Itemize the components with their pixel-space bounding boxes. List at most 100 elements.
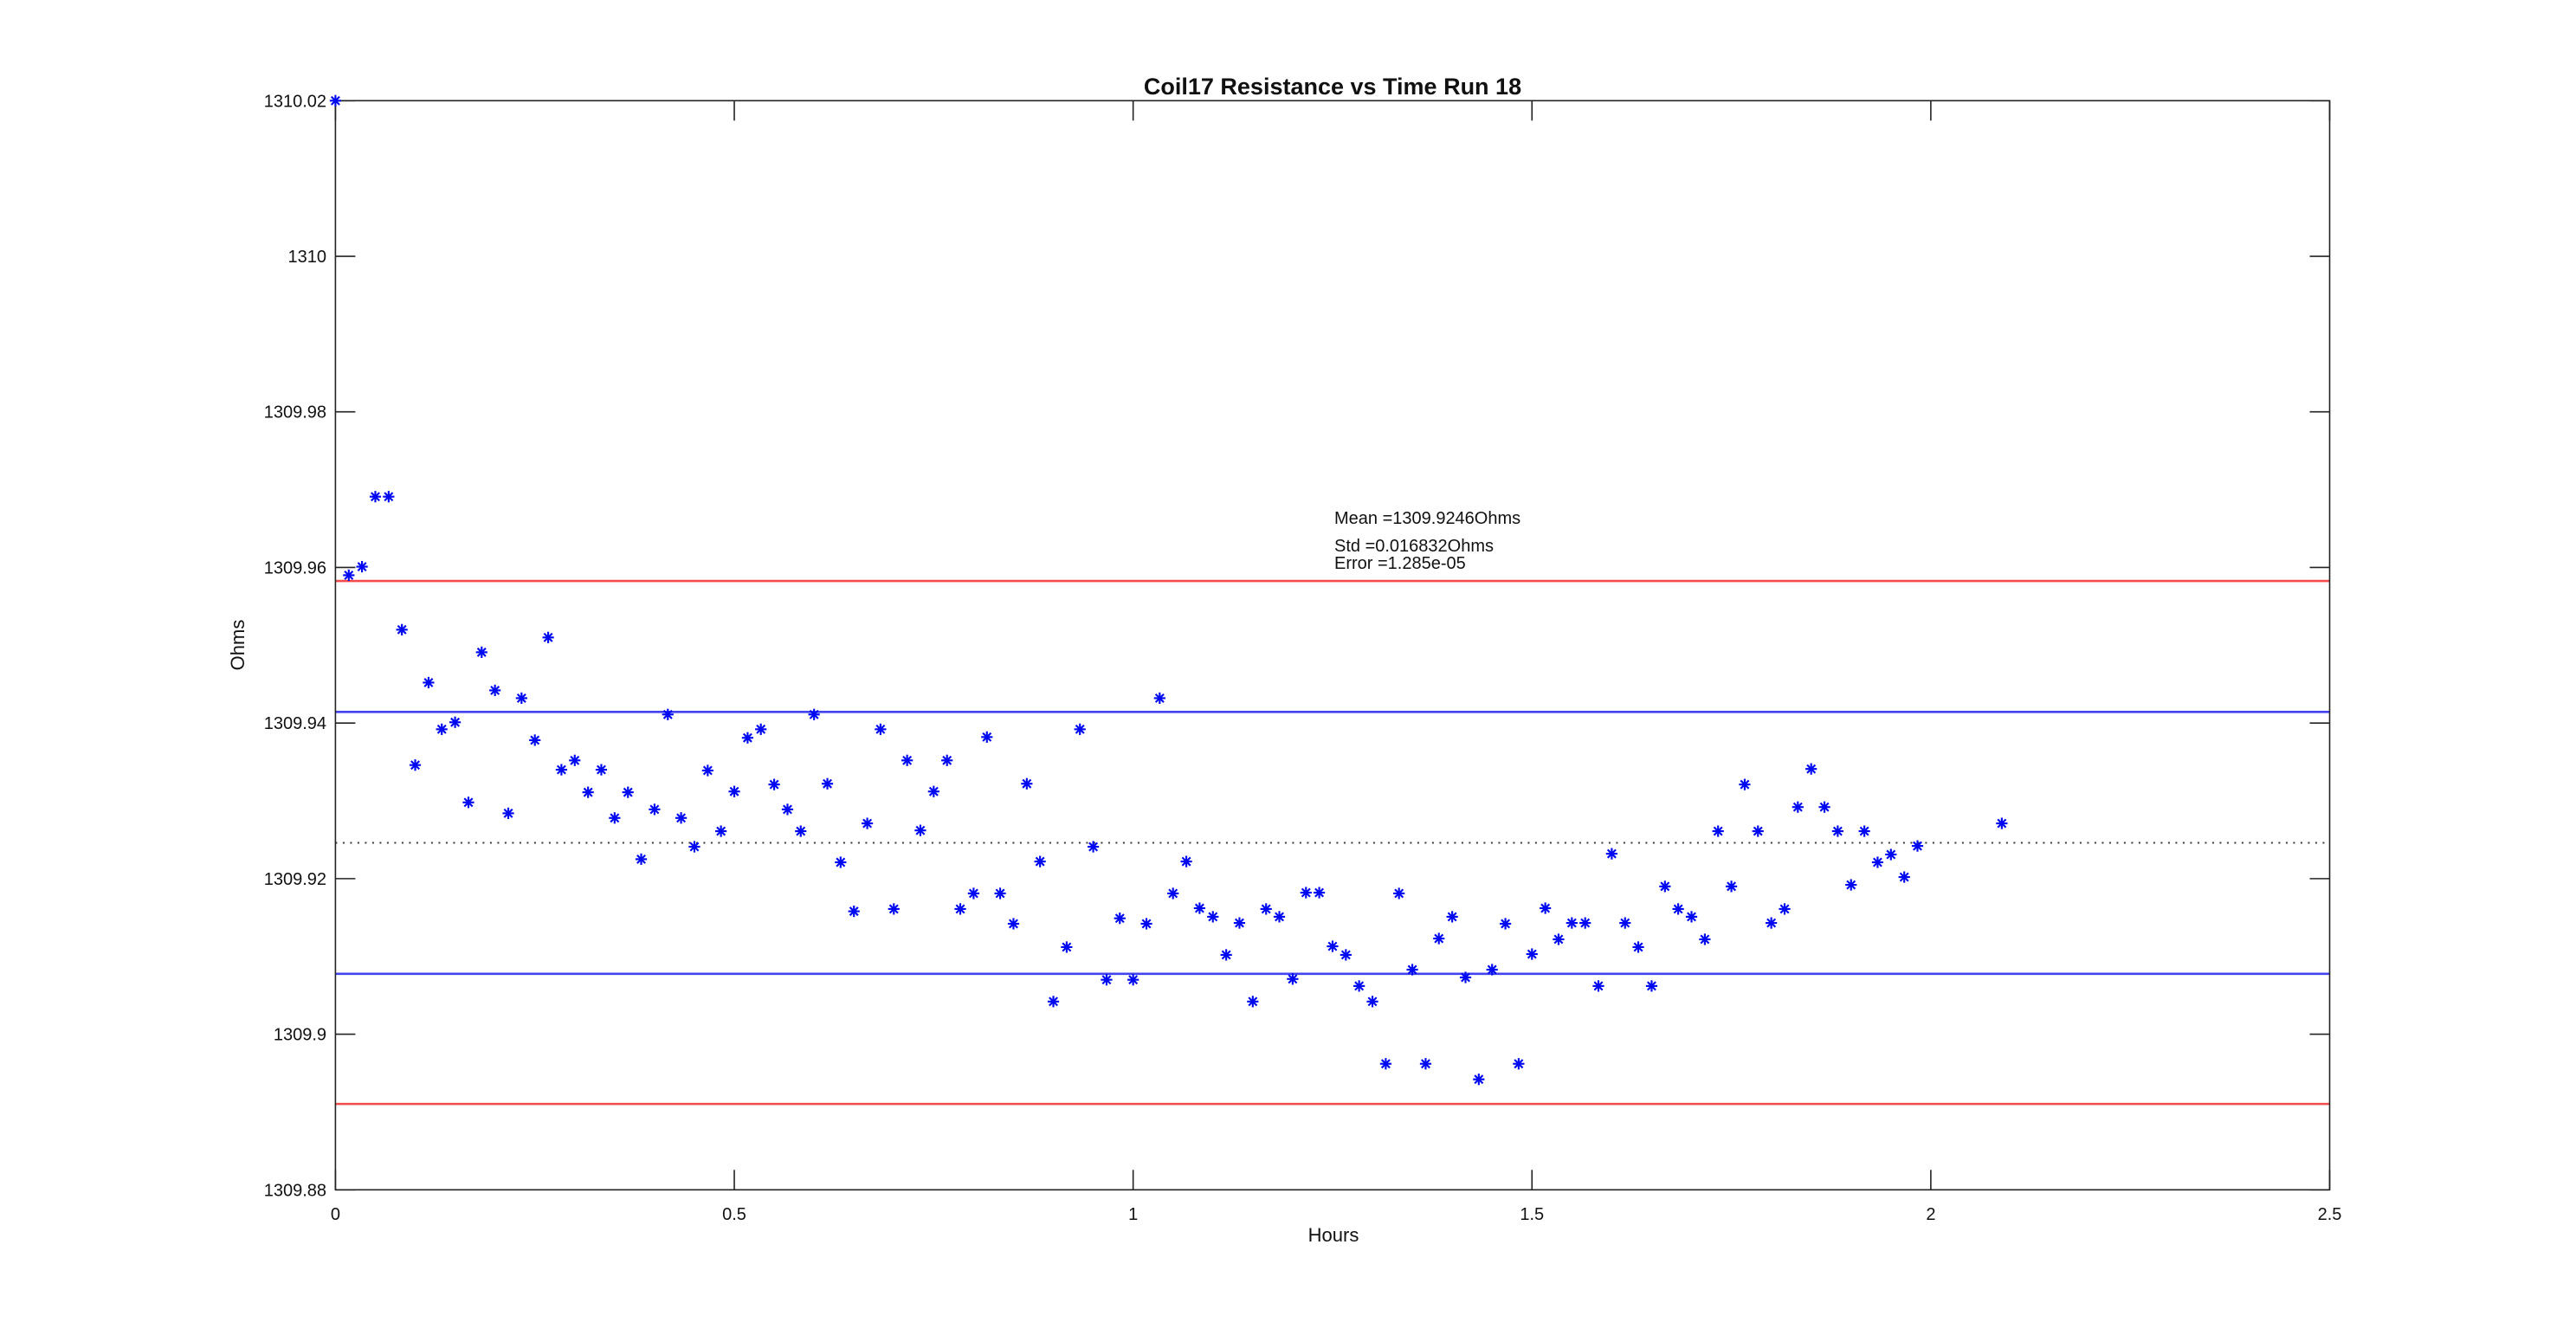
data-point-marker [888, 903, 900, 915]
marker-arm [1727, 881, 1737, 892]
marker-arm [1872, 857, 1882, 867]
marker-arm [610, 813, 620, 823]
x-tick-label: 1.5 [1520, 1205, 1544, 1224]
marker-arm [1487, 964, 1497, 975]
marker-arm [1819, 802, 1830, 812]
data-point-marker [795, 825, 807, 837]
marker-arm [1792, 802, 1803, 812]
marker-arm [888, 904, 899, 914]
data-point-marker [1818, 801, 1830, 813]
marker-arm [1593, 981, 1604, 991]
marker-arm [1540, 903, 1551, 913]
marker-arm [436, 724, 447, 734]
marker-arm [1049, 996, 1058, 1007]
marker-arm [1913, 841, 1922, 851]
data-point-marker [449, 716, 462, 728]
data-point-marker [1260, 903, 1272, 915]
marker-arm [490, 685, 500, 695]
x-tick-label: 2 [1926, 1205, 1935, 1224]
marker-arm [742, 732, 752, 743]
data-point-marker [1207, 911, 1219, 923]
data-point-marker [622, 786, 634, 798]
y-tick-label: 1309.98 [264, 403, 326, 422]
marker-arm [1154, 693, 1165, 703]
data-point-marker [356, 560, 368, 573]
data-point-marker [688, 841, 700, 853]
data-point-marker [1996, 817, 2008, 829]
marker-arm [1234, 918, 1244, 928]
marker-arm [1553, 934, 1564, 945]
marker-arm [596, 764, 606, 775]
data-point-marker [1566, 917, 1578, 929]
marker-arm [1899, 872, 1909, 882]
data-point-marker [941, 754, 953, 766]
data-point-marker [901, 754, 914, 766]
data-point-marker [1353, 980, 1365, 992]
data-point-marker [1605, 848, 1617, 860]
data-point-marker [383, 491, 395, 503]
data-point-marker [1300, 887, 1312, 899]
marker-arm [1633, 942, 1643, 952]
marker-arm [915, 825, 926, 835]
marker-arm [729, 786, 739, 796]
marker-arm [410, 760, 420, 771]
data-point-marker [555, 764, 567, 776]
data-point-marker [1871, 856, 1884, 868]
marker-arm [357, 562, 367, 572]
marker-arm [928, 786, 939, 796]
marker-arm [1407, 964, 1417, 975]
data-point-marker [675, 812, 688, 824]
data-point-marker [1858, 825, 1870, 837]
data-point-marker [1114, 913, 1126, 925]
x-tick-label: 0 [331, 1205, 340, 1224]
data-point-marker [329, 94, 341, 106]
marker-arm [982, 732, 992, 742]
data-point-marker [1553, 933, 1565, 945]
data-point-marker [1379, 1058, 1391, 1070]
data-point-marker [1034, 855, 1046, 867]
marker-arm [1886, 849, 1896, 860]
data-point-marker [1180, 855, 1192, 867]
marker-arm [1806, 764, 1817, 774]
y-tick-label: 1309.88 [264, 1181, 326, 1200]
marker-arm [862, 818, 873, 829]
data-point-marker [1911, 840, 1924, 852]
marker-arm [1514, 1059, 1524, 1069]
marker-arm [1340, 950, 1351, 960]
marker-arm [662, 709, 673, 719]
marker-arm [1380, 1059, 1391, 1069]
marker-arm [1997, 818, 2007, 829]
data-point-marker [1659, 880, 1671, 893]
data-point-marker [1087, 841, 1100, 853]
data-point-marker [1167, 887, 1179, 900]
data-point-marker [1712, 825, 1724, 837]
marker-arm [702, 765, 713, 776]
marker-arm [1141, 919, 1152, 929]
marker-arm [463, 797, 474, 808]
data-point-marker [1233, 917, 1246, 929]
marker-arm [796, 826, 806, 836]
data-point-marker [1446, 911, 1458, 923]
marker-arm [1620, 918, 1630, 928]
marker-arm [623, 787, 633, 797]
data-point-marker [423, 676, 435, 689]
data-point-marker [1313, 887, 1326, 899]
data-point-marker [808, 708, 820, 720]
marker-arm [1114, 913, 1125, 924]
marker-arm [1527, 949, 1537, 959]
data-point-marker [515, 692, 527, 705]
marker-arm [476, 647, 487, 657]
marker-arm [1275, 912, 1284, 922]
marker-arm [955, 904, 965, 914]
data-point-marker [1699, 933, 1711, 945]
marker-arm [1367, 996, 1378, 1007]
x-tick-label: 1 [1128, 1205, 1138, 1224]
x-tick-label: 0.5 [722, 1205, 746, 1224]
data-point-marker [1672, 903, 1684, 915]
marker-arm [1673, 904, 1683, 914]
data-point-marker [981, 731, 993, 743]
data-point-marker [848, 906, 860, 918]
marker-arm [1461, 972, 1470, 983]
data-point-marker [1220, 949, 1232, 961]
